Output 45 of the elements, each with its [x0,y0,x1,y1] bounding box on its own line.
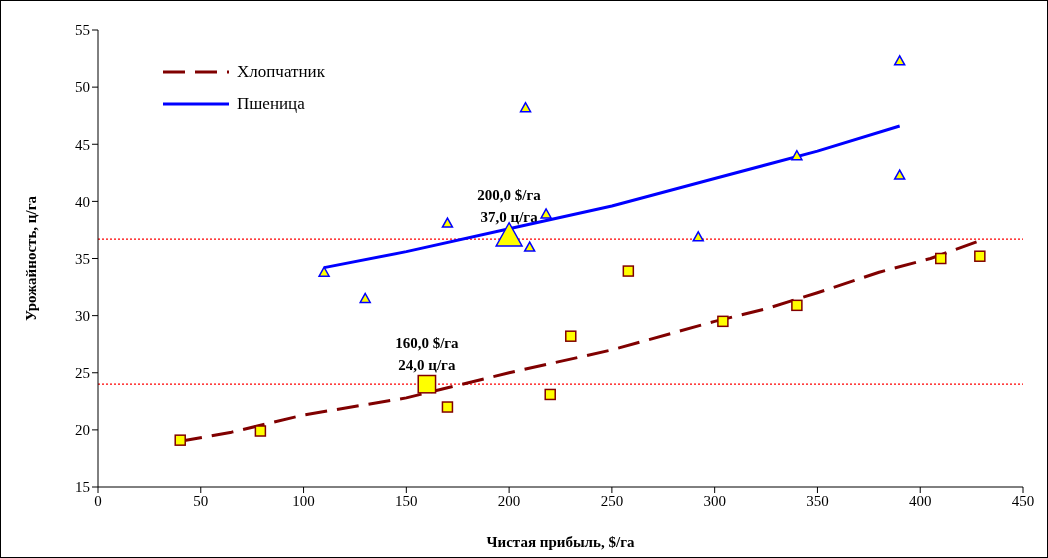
y-tick-label: 15 [75,479,90,496]
y-tick-label: 25 [75,365,90,382]
point [540,208,552,219]
legend-label: Хлопчатник [237,62,325,82]
x-tick-label: 450 [1011,492,1035,509]
annotation: 160,0 $/га 24,0 ц/га [395,335,460,374]
point [791,149,803,161]
y-axis-title: Урожайность, ц/га [23,195,40,321]
y-tick-label: 45 [75,136,90,153]
point [717,315,729,328]
point [359,292,371,304]
x-axis-title: Чистая прибыль, $/га [486,534,635,550]
point [935,252,947,265]
x-tick-label: 400 [908,492,932,509]
point [974,250,986,262]
x-tick-label: 200 [497,492,521,509]
point [622,265,635,277]
point [544,388,556,401]
y-tick-label: 20 [75,422,90,439]
point [441,217,454,228]
x-tick-label: 100 [292,492,315,509]
x-tick-label: 0 [94,492,102,509]
x-tick-label: 300 [703,492,726,509]
point [893,55,906,66]
x-tick-label: 350 [806,492,829,509]
y-tick-label: 40 [75,193,90,210]
point [318,266,330,277]
point [519,101,532,113]
y-tick-label: 55 [75,22,90,39]
annotation: 200,0 $/га 37,0 ц/га [477,186,542,225]
x-tick-label: 150 [395,492,418,509]
legend-label: Пшеница [237,94,305,114]
point [254,425,267,437]
point [893,169,906,180]
y-tick-label: 35 [75,250,90,267]
point [523,241,536,252]
y-tick-label: 30 [75,307,90,324]
point [565,330,577,342]
point [174,434,186,446]
point [791,299,803,312]
x-tick-label: 50 [193,492,209,509]
point [692,231,704,242]
point [441,401,454,413]
x-tick-label: 250 [600,492,624,509]
y-tick-label: 50 [75,79,90,96]
